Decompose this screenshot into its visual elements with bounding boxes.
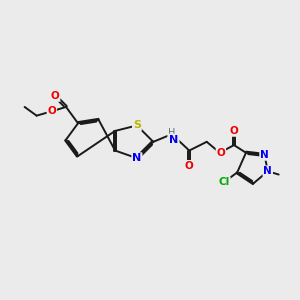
Text: N: N [260,150,269,160]
Text: O: O [217,148,225,158]
Text: O: O [230,126,238,136]
Text: N: N [263,166,272,176]
Text: O: O [51,91,59,101]
Text: O: O [185,161,194,171]
Text: O: O [47,106,56,116]
Text: Cl: Cl [218,177,230,187]
Text: N: N [169,135,178,145]
Text: S: S [133,121,141,130]
Text: H: H [168,128,176,138]
Text: N: N [132,153,142,163]
